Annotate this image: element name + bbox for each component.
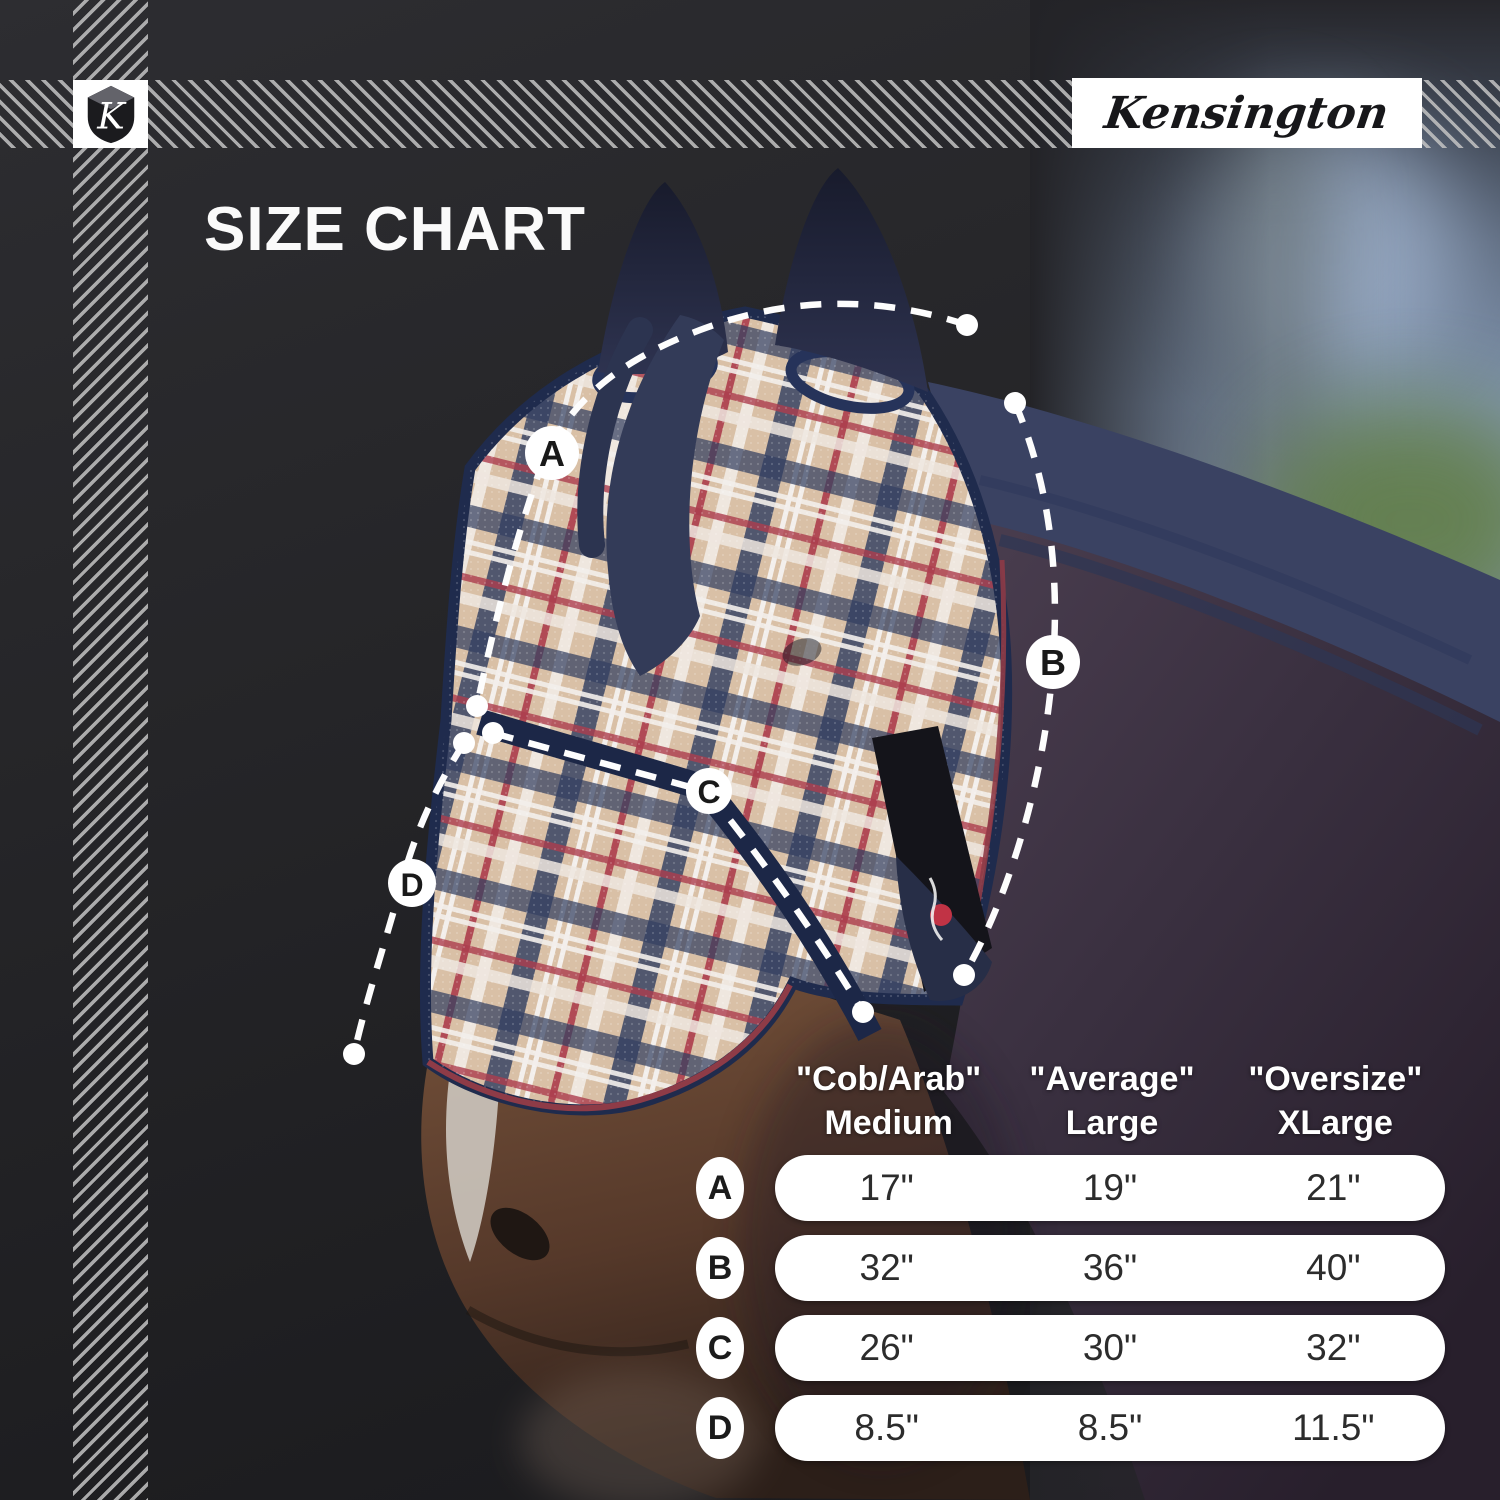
- cell-value: 40": [1306, 1247, 1361, 1289]
- point-a-circle: [525, 426, 579, 480]
- row-values: 17" 19" 21": [775, 1155, 1445, 1222]
- horse-eye: [782, 638, 822, 666]
- measure-line-a: [473, 300, 969, 707]
- point-c-label: C: [697, 774, 720, 810]
- measure-line-b: [961, 401, 1059, 977]
- page-title: SIZE CHART: [204, 195, 586, 264]
- horse-mouth: [465, 1306, 690, 1357]
- kensington-wordmark: Kensington: [1072, 78, 1422, 148]
- cell-value: 8.5": [854, 1407, 919, 1449]
- kensington-heart-logo: [930, 904, 952, 926]
- horse-nostril: [490, 1207, 550, 1261]
- point-b-circle: [1026, 635, 1080, 689]
- table-row: A 17" 19" 21": [690, 1155, 1450, 1222]
- table-row: D 8.5" 8.5" 11.5": [690, 1395, 1450, 1462]
- kensington-shield-logo: K: [73, 80, 148, 148]
- row-badge: B: [696, 1237, 744, 1300]
- row-badge: C: [696, 1317, 744, 1380]
- cell-value: 8.5": [1077, 1407, 1143, 1449]
- monogram-letter: K: [96, 95, 127, 138]
- column-size: Large: [1065, 1103, 1159, 1142]
- point-a-label: A: [539, 433, 565, 474]
- column-header-xlarge: "Oversize" XLarge: [1224, 1058, 1447, 1145]
- point-c-circle: [686, 768, 732, 814]
- column-fit: "Oversize": [1248, 1060, 1423, 1098]
- measure-line-c: [492, 729, 866, 1014]
- cell-value: 19": [1082, 1167, 1138, 1209]
- size-table-header: "Cob/Arab" Medium "Average" Large "Overs…: [777, 1058, 1447, 1145]
- cell-value: 11.5": [1292, 1407, 1375, 1449]
- measure-endpoints: [343, 314, 1026, 1065]
- cell-value: 21": [1306, 1167, 1361, 1209]
- column-fit: "Average": [1029, 1060, 1195, 1098]
- point-b-label: B: [1040, 642, 1066, 683]
- row-values: 26" 30" 32": [775, 1315, 1445, 1382]
- shield-icon: K: [87, 85, 134, 144]
- cell-value: 32": [1306, 1327, 1361, 1369]
- horse-forelock: [606, 315, 724, 676]
- table-row: C 26" 30" 32": [690, 1315, 1450, 1382]
- column-header-medium: "Cob/Arab" Medium: [777, 1058, 1000, 1145]
- row-badge: A: [696, 1157, 744, 1220]
- cell-value: 26": [859, 1327, 914, 1369]
- point-d-label: D: [400, 867, 423, 903]
- cell-value: 32": [859, 1247, 914, 1289]
- column-size: Medium: [824, 1103, 953, 1142]
- column-header-large: "Average" Large: [1000, 1058, 1223, 1145]
- cell-value: 30": [1082, 1327, 1138, 1369]
- brand-name: Kensington: [1101, 87, 1393, 139]
- cell-value: 36": [1082, 1247, 1138, 1289]
- table-row: B 32" 36" 40": [690, 1235, 1450, 1302]
- point-d-circle: [388, 859, 436, 907]
- size-table: "Cob/Arab" Medium "Average" Large "Overs…: [690, 1058, 1450, 1475]
- cell-value: 17": [859, 1167, 914, 1209]
- horse-ear-right: [775, 168, 928, 392]
- column-size: XLarge: [1277, 1103, 1393, 1142]
- horse-blaze: [446, 1058, 500, 1262]
- velcro-strap: [872, 726, 992, 1001]
- row-badge: D: [696, 1397, 744, 1460]
- row-values: 8.5" 8.5" 11.5": [775, 1395, 1445, 1462]
- mask-piping-bottom: [426, 983, 793, 1112]
- column-fit: "Cob/Arab": [796, 1060, 982, 1098]
- row-values: 32" 36" 40": [775, 1235, 1445, 1302]
- hatch-band-vertical: [73, 0, 148, 1500]
